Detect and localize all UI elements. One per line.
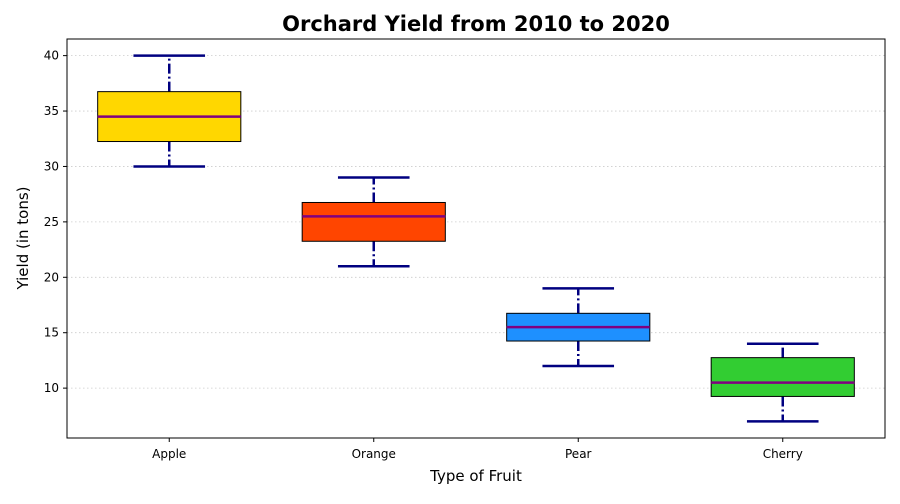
- y-tick-label: 30: [44, 159, 59, 173]
- x-tick-label-apple: Apple: [152, 447, 186, 461]
- iqr-box-cherry: [710, 357, 855, 397]
- x-tick-label-pear: Pear: [565, 447, 592, 461]
- chart-title: Orchard Yield from 2010 to 2020: [282, 12, 670, 36]
- box-apple: [97, 54, 242, 168]
- y-tick-label: 40: [44, 49, 59, 63]
- x-tick-label-orange: Orange: [352, 447, 396, 461]
- y-tick-label: 25: [44, 215, 59, 229]
- x-tick-label-cherry: Cherry: [763, 447, 803, 461]
- iqr-box-orange: [301, 201, 446, 242]
- plot-area-frame: [66, 38, 886, 439]
- box-orange: [301, 176, 446, 268]
- box-cherry: [710, 342, 855, 423]
- x-axis-label: Type of Fruit: [429, 467, 522, 485]
- y-tick-label: 10: [44, 381, 59, 395]
- y-tick-label: 20: [44, 270, 59, 284]
- y-tick-label: 35: [44, 104, 59, 118]
- boxes-group: [97, 54, 855, 423]
- box-pear: [506, 287, 651, 368]
- y-axis-label: Yield (in tons): [14, 186, 32, 290]
- y-tick-label: 15: [44, 326, 59, 340]
- axis-ticks: 10 15 20 25 30 35 40 Apple Orange Pear Cherry: [44, 49, 803, 461]
